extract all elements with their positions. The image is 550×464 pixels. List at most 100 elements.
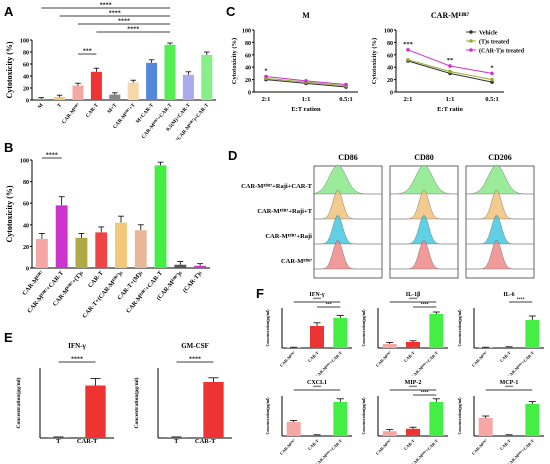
panel-e-gm-chart: Concentration(pg/ml) GM-CSF T CAR-T **** [133, 342, 232, 445]
significance-label: *** [403, 41, 413, 48]
significance-label: * [490, 64, 493, 71]
chart-title: MIP-2 [405, 380, 422, 386]
bar [406, 342, 420, 348]
data-point [490, 77, 494, 82]
flow-histogram [466, 215, 534, 245]
significance-label: **** [505, 385, 513, 390]
significance-label: * [264, 68, 267, 75]
bar [478, 418, 493, 436]
category-label: CAR-T [77, 438, 98, 445]
y-axis-label: Cytotoxicity (%) [371, 38, 378, 84]
bar [35, 238, 48, 268]
flow-histogram [313, 240, 382, 270]
y-axis-label: Concentration(pg/ml) [265, 309, 270, 347]
y-tick-label: 80 [387, 41, 393, 47]
significance-label: *** [83, 49, 92, 55]
significance-label: **** [313, 385, 321, 390]
bar [54, 97, 66, 100]
legend-label: (CAR-T)s treated [479, 48, 525, 55]
flow-histogram [313, 165, 383, 195]
bar [55, 205, 68, 268]
significance-label: **** [127, 27, 139, 33]
category-label: CAR-T [403, 438, 416, 451]
y-tick-label: 20 [245, 78, 251, 84]
y-tick-label: 0 [390, 91, 393, 97]
category-label: CAR-Mᴱᶠᴿ⁷ [375, 350, 393, 368]
flow-row-label: CAR-Mᴱᶠᴿ⁷+Raji+T [257, 208, 312, 215]
data-point [264, 74, 268, 79]
y-tick-label: 40 [245, 66, 251, 72]
panel-label-d: D [228, 148, 238, 163]
flow-histogram [390, 189, 458, 220]
bar [525, 320, 540, 348]
category-label: CAR-T [307, 438, 320, 451]
y-tick-label: 100 [384, 29, 393, 35]
data-point [304, 79, 308, 83]
category-label: CAR-T [499, 438, 512, 451]
significance-label: **** [409, 297, 417, 302]
y-tick-label: 0 [248, 91, 251, 97]
flow-plot-frame [465, 165, 535, 279]
flow-row-label: CAR-Mᴱᶠᴿ⁷+Raji+CAR-T [241, 183, 313, 190]
bar [310, 326, 324, 348]
panel-c-car-chart: CAR-Mᴱᶠᴿ⁷ 0 20 40 60 80 100 Cytotoxicity (%) 2:1… [371, 11, 525, 113]
x-tick-label: 1:1 [302, 96, 311, 103]
flow-row-label: CAR-Mᴱᶠᴿ⁷ [281, 258, 312, 265]
bar [164, 44, 176, 100]
category-label: M [37, 102, 45, 110]
bar [166, 437, 187, 438]
bar [48, 437, 69, 438]
category-label: CAR-T [195, 438, 216, 445]
category-label: CAR-Mᴱᶠᴿ⁷ [471, 438, 489, 456]
y-axis-label: Concentration(pg/ml) [457, 397, 462, 435]
y-tick-label: 0 [26, 267, 29, 273]
panel-label-b: B [4, 140, 14, 155]
chart-title: GM-CSF [181, 342, 209, 350]
bar [115, 222, 127, 268]
chart-title: CXCL1 [307, 380, 327, 386]
y-tick-label: 60 [23, 202, 29, 208]
x-axis-label: E:T ratio [437, 106, 463, 113]
x-tick-label: 0.5:1 [485, 96, 499, 103]
y-tick-label: 40 [387, 66, 393, 72]
flow-column-title: CD86 [338, 153, 358, 162]
category-label: (CAR-T)s [181, 269, 204, 294]
chart-title: IL-6 [503, 292, 514, 298]
significance-label: **** [100, 3, 112, 9]
category-label: M+T [106, 102, 118, 115]
flow-histogram [313, 215, 382, 245]
legend-marker [469, 39, 473, 43]
bar [194, 265, 207, 268]
y-tick-label: 40 [23, 223, 29, 229]
category-label: CAR-T [87, 269, 106, 289]
bar [286, 422, 301, 436]
bar [174, 264, 187, 268]
y-tick-label: 100 [20, 39, 29, 45]
bar [502, 435, 516, 436]
y-tick-label: 80 [23, 51, 29, 57]
flow-histogram [390, 239, 458, 270]
data-point [448, 69, 452, 74]
y-axis-label: Cytotoxicity (%) [5, 41, 14, 98]
bar [201, 55, 213, 100]
significance-label: **** [109, 11, 121, 17]
data-point [490, 71, 494, 76]
flow-row-label: CAR-Mᴱᶠᴿ⁷+Raji [265, 233, 312, 240]
data-point [490, 80, 494, 84]
bar [333, 318, 348, 348]
significance-label: **** [409, 385, 417, 390]
flow-column-title: CD80 [414, 153, 434, 162]
y-axis-label: Concentration(pg/ml) [361, 309, 366, 347]
x-axis-label: E:T ration [291, 106, 321, 113]
category-label: CAR-T [85, 102, 101, 119]
y-axis-label: Concentration(pg/ml) [15, 377, 22, 428]
bar [146, 62, 158, 100]
significance-label: **** [313, 297, 321, 302]
chart-title: M [302, 11, 310, 20]
